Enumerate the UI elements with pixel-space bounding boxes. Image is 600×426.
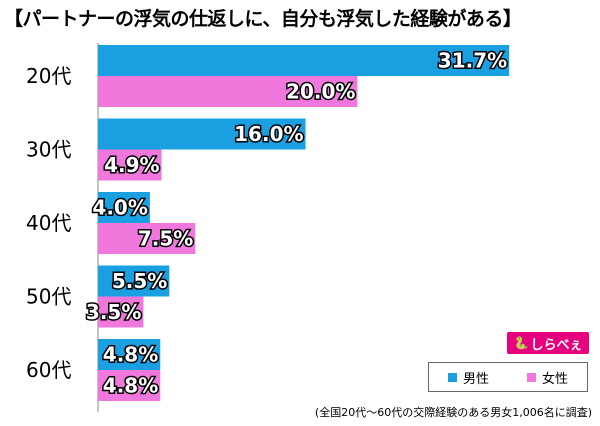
category-label: 20代 (26, 64, 71, 88)
bar-male (98, 192, 150, 223)
legend-swatch-male (447, 372, 457, 382)
bar-male (98, 339, 161, 370)
survey-footnote: (全国20代〜60代の交際経験のある男女1,006名に調査) (314, 406, 592, 419)
bar-female (98, 149, 162, 181)
data-label: 4.8% (103, 374, 158, 398)
logo-text: しらべぇ (530, 337, 583, 353)
category-label: 50代 (26, 285, 71, 309)
data-label: 4.0% (92, 196, 147, 220)
data-label: 16.0% (234, 122, 303, 146)
chart-title: 【パートナーの浮気の仕返しに、自分も浮気した経験がある】 (4, 8, 522, 30)
data-label: 31.7% (438, 49, 507, 73)
bar-female (98, 223, 196, 254)
legend-item-female: 女性 (526, 368, 568, 387)
logo-mark-icon: 🐍 (513, 336, 529, 350)
data-label: 7.5% (138, 227, 193, 251)
shirabee-logo: 🐍 しらべぇ (507, 332, 589, 354)
bar-female (98, 76, 358, 107)
legend-label-male: 男性 (462, 371, 489, 387)
bar-male (98, 45, 510, 76)
bar-female (98, 370, 161, 401)
data-label: 20.0% (286, 80, 355, 104)
data-label: 4.9% (104, 153, 159, 177)
legend-item-male: 男性 (447, 368, 489, 387)
category-label: 40代 (26, 211, 71, 235)
data-label: 4.8% (103, 343, 158, 367)
bar-male (98, 118, 306, 150)
legend-swatch-female (526, 372, 536, 382)
bar-male (98, 265, 170, 297)
bar-female (98, 296, 144, 328)
category-label: 30代 (26, 138, 71, 162)
legend: 男性 女性 (428, 362, 588, 392)
data-label: 5.5% (112, 269, 167, 293)
legend-label-female: 女性 (541, 371, 568, 387)
category-label: 60代 (26, 358, 71, 382)
data-label: 3.5% (86, 300, 141, 324)
